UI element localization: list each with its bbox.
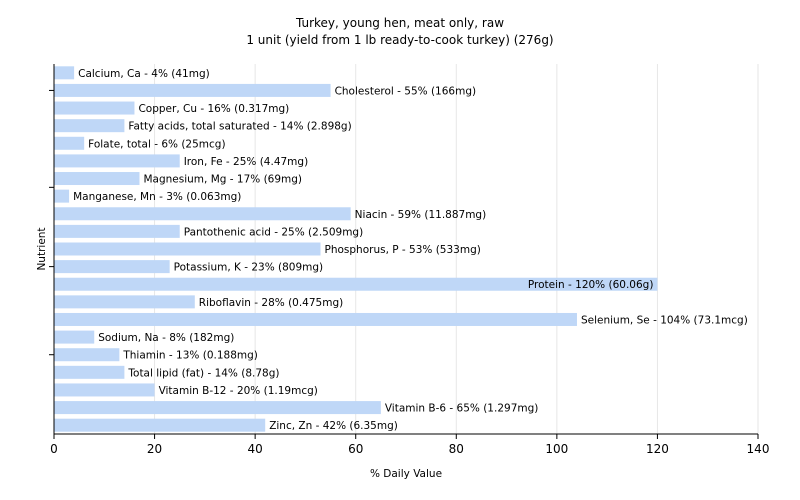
bar-label: Potassium, K - 23% (809mg) — [174, 262, 324, 274]
bar — [54, 66, 75, 80]
x-tick-label: 60 — [348, 442, 363, 456]
bar — [54, 348, 120, 362]
bar — [54, 101, 135, 115]
bar-label: Thiamin - 13% (0.188mg) — [122, 350, 258, 362]
bar-label: Vitamin B-12 - 20% (1.19mcg) — [159, 385, 318, 397]
x-tick-label: 40 — [248, 442, 263, 456]
bar — [54, 383, 155, 397]
bar-label: Magnesium, Mg - 17% (69mg) — [143, 174, 302, 186]
bar — [54, 418, 266, 432]
bar-label: Selenium, Se - 104% (73.1mcg) — [581, 314, 748, 326]
bar-label: Protein - 120% (60.06g) — [528, 279, 654, 291]
bar-label: Niacin - 59% (11.887mg) — [355, 209, 487, 221]
y-axis-title: Nutrient — [36, 227, 48, 270]
grid-lines — [154, 64, 759, 434]
axes: 0 20 40 60 80 100 120 140 — [49, 64, 769, 456]
bar — [54, 119, 125, 133]
bar — [54, 154, 180, 168]
bar — [54, 312, 577, 326]
bar-label: Total lipid (fat) - 14% (8.78g) — [127, 367, 279, 379]
bar-label: Pantothenic acid - 25% (2.509mg) — [184, 226, 363, 238]
bar-label: Folate, total - 6% (25mcg) — [88, 138, 225, 150]
x-tick-label: 140 — [747, 442, 770, 456]
bars: Calcium, Ca - 4% (41mg) Cholesterol - 55%… — [54, 66, 748, 432]
bar — [54, 401, 381, 415]
x-tick-label: 20 — [147, 442, 162, 456]
bar — [54, 189, 70, 203]
bar — [54, 207, 351, 221]
bar — [54, 330, 95, 344]
bar-label: Vitamin B-6 - 65% (1.297mg) — [385, 403, 539, 415]
bar-label: Riboflavin - 28% (0.475mg) — [199, 297, 343, 309]
bar — [54, 224, 180, 238]
bar-label: Calcium, Ca - 4% (41mg) — [78, 68, 210, 80]
bar-label: Sodium, Na - 8% (182mg) — [98, 332, 234, 344]
bar-label: Cholesterol - 55% (166mg) — [335, 85, 477, 97]
bar — [54, 277, 658, 291]
bar — [54, 295, 195, 309]
x-tick-label: 120 — [646, 442, 669, 456]
bar-label: Phosphorus, P - 53% (533mg) — [325, 244, 481, 256]
chart-subtitle: 1 unit (yield from 1 lb ready-to-cook tu… — [246, 33, 553, 47]
x-axis-title: % Daily Value — [370, 468, 442, 480]
bar-label: Manganese, Mn - 3% (0.063mg) — [73, 191, 241, 203]
x-tick-label: 80 — [449, 442, 464, 456]
bar-label: Iron, Fe - 25% (4.47mg) — [184, 156, 308, 168]
chart-title: Turkey, young hen, meat only, raw — [295, 16, 504, 30]
bar — [54, 136, 85, 150]
bar-label: Fatty acids, total saturated - 14% (2.89… — [128, 121, 351, 133]
bar — [54, 172, 140, 186]
bar — [54, 242, 321, 256]
bar — [54, 365, 125, 379]
bar — [54, 260, 170, 274]
bar — [54, 83, 331, 97]
x-tick-label: 0 — [50, 442, 58, 456]
x-tick-label: 100 — [545, 442, 568, 456]
bar-label: Copper, Cu - 16% (0.317mg) — [138, 103, 289, 115]
bar-label: Zinc, Zn - 42% (6.35mg) — [269, 420, 398, 432]
